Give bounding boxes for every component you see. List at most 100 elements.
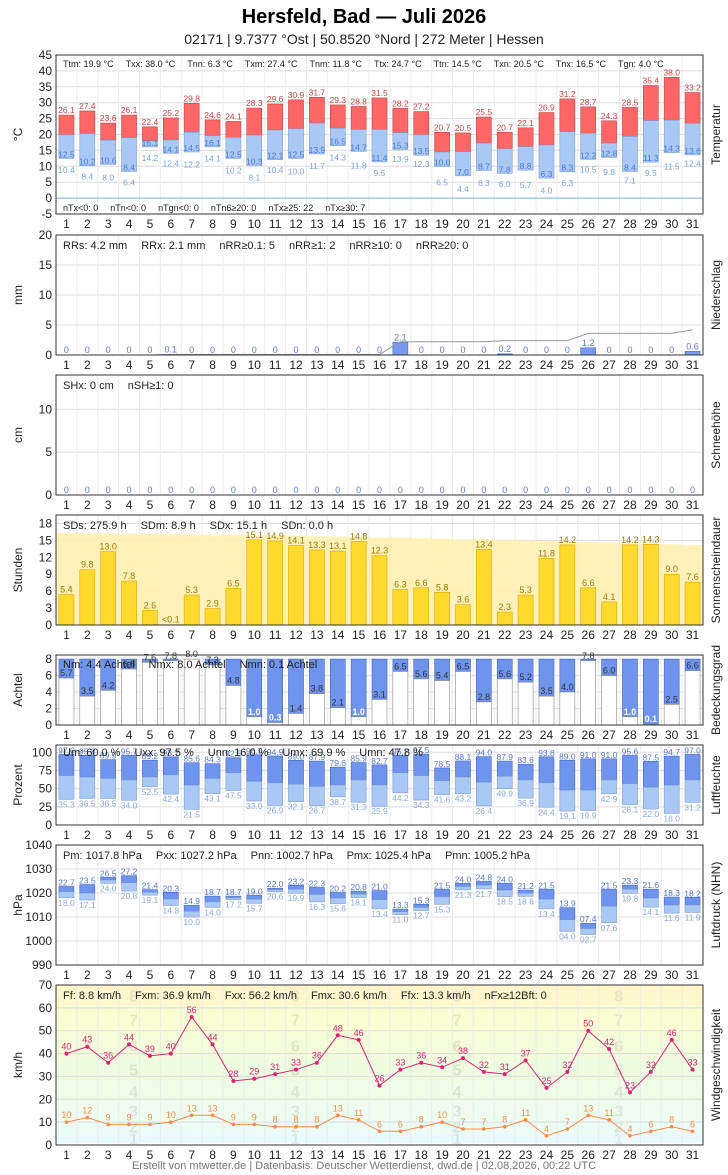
cloud-stat: Nmx: 8.0 Achtel (149, 659, 226, 671)
pressure-min-label: 15.6 (329, 904, 346, 914)
snow-day-label: 3 (105, 498, 112, 512)
humid-min-label: 41.6 (434, 795, 451, 805)
pressure-max-bar (79, 884, 96, 894)
pressure-max-label: 24.0 (496, 874, 513, 884)
tmax-bar (58, 114, 75, 136)
snow-label: 0 (440, 485, 445, 495)
wind-point (85, 1115, 90, 1120)
snow-day-label: 12 (289, 498, 303, 512)
humid-max-bar (329, 766, 346, 786)
cloud-bar (538, 695, 555, 726)
temp-bottom-stat: nTx≥30: 7 (325, 203, 365, 213)
cloud-label: 4.2 (102, 680, 115, 690)
cloud-label: 4.0 (561, 682, 574, 692)
wind-label: 6 (690, 1119, 695, 1129)
tmin-bar (392, 132, 409, 150)
humid-min-bar (162, 774, 179, 795)
pressure-stat: Pm: 1017.8 hPa (63, 850, 143, 862)
cloud-day-label: 8 (209, 728, 216, 742)
tmax-bar (288, 99, 304, 130)
sun-day-label: 27 (602, 628, 616, 642)
cloud-stat: Nmn: 0.1 Achtel (240, 659, 318, 671)
humid-max-label: 89.9 (100, 751, 117, 761)
tmax-label: 20.7 (496, 122, 513, 132)
tgn-label: 9.5 (645, 168, 657, 178)
sun-label: 5.3 (519, 585, 532, 595)
cloud-day-label: 27 (602, 728, 616, 742)
sun-stat: SDn: 0.0 h (281, 520, 333, 532)
wind-label: 4 (544, 1124, 549, 1134)
wind-label: 9 (147, 1112, 152, 1122)
cloud-label: 0.3 (269, 713, 282, 723)
tgn-label: 10.5 (580, 165, 597, 175)
humid-min-label: 19.9 (580, 811, 597, 821)
precip-day-label: 19 (435, 358, 449, 372)
gust-label: 36 (416, 1051, 426, 1061)
humid-day-label: 13 (310, 828, 324, 842)
gust-label: 44 (124, 1032, 134, 1042)
cloud-day-label: 3 (105, 728, 112, 742)
tmin-bar (267, 129, 283, 160)
pressure-min-label: 11.9 (685, 912, 701, 922)
tmin-label: 12.5 (288, 149, 305, 159)
cloud-day-label: 7 (188, 728, 195, 742)
pressure-day-label: 21 (477, 968, 491, 982)
pressure-day-label: 25 (561, 968, 575, 982)
tmin-bar (58, 134, 75, 159)
sun-stat: SDm: 8.9 h (141, 520, 196, 532)
precip-day-label: 11 (269, 358, 282, 372)
wind-point (690, 1129, 695, 1134)
pressure-max-label: 20.8 (350, 882, 367, 892)
humid-min-label: 44.2 (392, 793, 409, 803)
pressure-max-label: 18.7 (225, 887, 242, 897)
pressure-day-label: 11 (269, 968, 282, 982)
pressure-min-label: 19.1 (142, 895, 159, 905)
wind-side-label: Windgeschwindigkeit (709, 1008, 723, 1121)
precip-day-label: 17 (394, 358, 408, 372)
precip-label: 0 (85, 345, 90, 355)
gust-point (231, 1079, 236, 1083)
wind-point (148, 1122, 152, 1127)
temp-day-label: 17 (394, 217, 408, 231)
sun-label: 3.6 (457, 595, 470, 605)
pressure-max-bar (162, 891, 179, 900)
temp-bottom-stat: nTx≥25: 22 (268, 203, 313, 213)
tmin-bar (183, 131, 200, 153)
temp-day-label: 30 (665, 217, 679, 231)
sun-label: 2.6 (144, 600, 157, 610)
sun-day-label: 6 (167, 628, 174, 642)
snow-stat: SHx: 0 cm (63, 380, 114, 392)
humid-min-bar (329, 784, 346, 798)
cloud-frame (55, 654, 704, 726)
wind-day-label: 14 (331, 1148, 345, 1162)
humid-max-bar (601, 758, 617, 781)
gust-point (314, 1060, 319, 1065)
humid-max-bar (434, 767, 450, 781)
pressure-min-bar (350, 893, 367, 898)
snow-label: 0 (252, 485, 257, 495)
tmin-label: 10.6 (100, 155, 117, 165)
humid-min-label: 42.9 (601, 794, 618, 804)
humid-min-bar (225, 772, 242, 791)
wind-frame (55, 984, 704, 1146)
beaufort-band (56, 1081, 703, 1102)
pressure-max-label: 23.3 (622, 876, 639, 886)
tmin-label: 13.5 (413, 146, 430, 156)
tmin-label: 12.5 (58, 149, 75, 159)
wind-label: 4 (627, 1124, 632, 1134)
pressure-min-label: 14.1 (643, 907, 660, 917)
tmin-bar (100, 139, 116, 165)
wind-day-label: 20 (456, 1148, 470, 1162)
pressure-max-label: 19.0 (246, 886, 263, 896)
humid-min-label: 49.9 (496, 789, 513, 799)
snow-day-label: 10 (248, 498, 262, 512)
gust-label: 23 (625, 1080, 635, 1090)
pressure-max-label: 14.9 (183, 896, 200, 906)
humid-max-label: 91.0 (580, 750, 597, 760)
pressure-day-label: 13 (310, 968, 324, 982)
pressure-day-label: 8 (209, 968, 216, 982)
beaufort-label: 1 (129, 1131, 138, 1148)
humid-ytick-label: 75 (39, 763, 53, 777)
gust-label: 31 (270, 1062, 280, 1072)
humid-min-label: 34.0 (121, 800, 138, 810)
